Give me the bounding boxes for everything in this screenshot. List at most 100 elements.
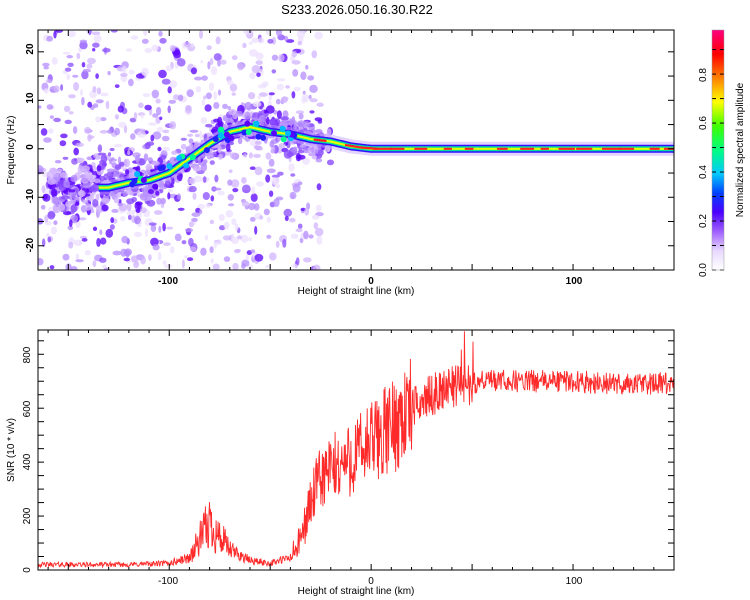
- top-x-axis-label: Height of straight line (km): [298, 286, 415, 297]
- spectrogram-noise-blob: [99, 229, 103, 235]
- spectrogram-noise-blob: [276, 83, 284, 91]
- spectrogram-noise-blob: [198, 209, 203, 215]
- spectrogram-cloud-blob: [84, 203, 92, 211]
- spectrogram-noise-blob: [107, 129, 113, 134]
- spectrogram-noise-blob: [275, 98, 281, 105]
- spectrogram-noise-blob: [126, 210, 135, 216]
- spectrogram-noise-blob: [76, 52, 81, 60]
- spectrogram-noise-blob: [79, 89, 84, 96]
- spectrogram-cloud-blob: [101, 198, 111, 203]
- spectrogram-cloud-blob: [151, 160, 160, 166]
- spectrogram-noise-blob: [209, 246, 214, 254]
- spectrogram-noise-blob: [185, 105, 192, 111]
- spectrogram-noise-blob: [266, 168, 276, 174]
- spectrogram-bright-blob: [189, 154, 196, 161]
- spectrogram-cloud-blob: [99, 160, 106, 165]
- spectrogram-bright-blob: [271, 130, 277, 137]
- spectrogram-noise-blob: [253, 203, 260, 211]
- spectrogram-noise-blob: [161, 135, 170, 142]
- spectrogram-noise-blob: [210, 66, 218, 76]
- spectrogram-bright-blob: [279, 125, 286, 132]
- spectrogram-noise-blob: [70, 266, 78, 270]
- spectrogram-cloud-blob: [106, 171, 115, 178]
- spectrogram-noise-blob: [302, 90, 306, 95]
- spectrogram-noise-blob: [144, 228, 148, 238]
- spectrogram-noise-blob: [271, 69, 277, 74]
- spectrogram-noise-blob: [277, 171, 284, 176]
- spectrogram-noise-blob: [215, 36, 221, 45]
- spectrogram-noise-blob: [210, 258, 214, 264]
- spectrogram-noise-blob: [252, 101, 262, 108]
- spectrogram-noise-blob: [181, 240, 187, 245]
- spectrogram-cloud-blob: [235, 110, 243, 115]
- spectrogram-noise-blob: [315, 204, 322, 212]
- spectrogram-noise-blob: [190, 246, 197, 252]
- spectrogram-noise-blob: [205, 92, 212, 100]
- spectrogram-noise-blob: [250, 249, 255, 254]
- spectrogram-noise-blob: [177, 207, 185, 211]
- spectrogram-bright-blob: [217, 132, 224, 139]
- spectrogram-noise-blob: [87, 57, 96, 65]
- spectrogram-noise-blob: [140, 255, 146, 265]
- spectrogram-bright-blob: [157, 165, 164, 172]
- spectrogram-noise-blob: [289, 191, 297, 200]
- spectrogram-noise-blob: [267, 38, 274, 44]
- spectrogram-noise-blob: [253, 153, 261, 158]
- spectrogram-noise-blob: [258, 37, 265, 44]
- spectrogram-noise-blob: [117, 105, 124, 113]
- spectrogram-noise-blob: [107, 71, 111, 76]
- spectrogram-cloud-blob: [74, 158, 78, 162]
- spectrogram-noise-blob: [296, 30, 306, 39]
- spectrogram-cloud-blob: [77, 190, 86, 198]
- spectrogram-noise-blob: [250, 216, 256, 222]
- spectrogram-cloud-blob: [135, 201, 143, 206]
- spectrogram-noise-blob: [242, 42, 247, 49]
- spectrogram-noise-blob: [283, 208, 293, 217]
- spectrogram-cloud-blob: [81, 165, 90, 172]
- spectrogram-noise-blob: [234, 248, 241, 253]
- spectrogram-noise-blob: [128, 69, 135, 75]
- spectrogram-noise-blob: [84, 126, 91, 134]
- colorbar-tick-2: 0.2: [698, 214, 709, 228]
- spectrogram-heatmap: [38, 30, 674, 270]
- spectrogram-noise-blob: [297, 223, 303, 229]
- spectrogram-noise-blob: [259, 215, 264, 220]
- spectrogram-cloud-blob: [167, 192, 171, 200]
- spectrogram-cloud-blob: [265, 105, 275, 114]
- spectrogram-noise-blob: [213, 102, 220, 109]
- spectrogram-noise-blob: [295, 257, 300, 266]
- spectrogram-noise-blob: [81, 238, 88, 242]
- spectrogram-noise-blob: [231, 218, 237, 226]
- spectrogram-cloud-blob: [125, 169, 130, 175]
- spectrogram-bright-blob: [245, 129, 252, 135]
- spectrogram-noise-blob: [218, 214, 225, 221]
- spectrogram-noise-blob: [72, 126, 78, 134]
- spectrogram-noise-blob: [144, 104, 152, 111]
- spectrogram-cloud-blob: [84, 171, 93, 179]
- spectrogram-cloud-blob: [205, 123, 213, 128]
- bottom-y-tick-3: 400: [22, 453, 33, 470]
- spectrogram-cloud-blob: [114, 164, 122, 170]
- spectrogram-cloud-blob: [286, 139, 291, 149]
- spectrogram-noise-blob: [209, 160, 215, 165]
- spectrogram-noise-blob: [152, 131, 162, 140]
- spectrogram-noise-blob: [268, 92, 275, 96]
- spectrogram-noise-blob: [278, 54, 285, 62]
- spectrogram-noise-blob: [298, 113, 304, 120]
- spectrogram-cloud-blob: [293, 124, 298, 130]
- spectrogram-noise-blob: [273, 179, 277, 185]
- spectrogram-noise-blob: [254, 166, 263, 176]
- spectrogram-noise-blob: [68, 241, 74, 249]
- spectrogram-noise-blob: [163, 242, 171, 246]
- spectrogram-noise-blob: [162, 222, 166, 232]
- spectrogram-noise-blob: [316, 236, 323, 245]
- spectrogram-noise-blob: [38, 105, 42, 109]
- spectrogram-cloud-blob: [311, 155, 318, 160]
- spectrogram-cloud-blob: [73, 147, 79, 156]
- spectrogram-noise-blob: [48, 128, 54, 134]
- spectrogram-noise-blob: [75, 220, 81, 229]
- spectrogram-noise-blob: [205, 203, 211, 208]
- spectrogram-cloud-blob: [135, 208, 141, 214]
- spectrogram-noise-blob: [73, 82, 80, 91]
